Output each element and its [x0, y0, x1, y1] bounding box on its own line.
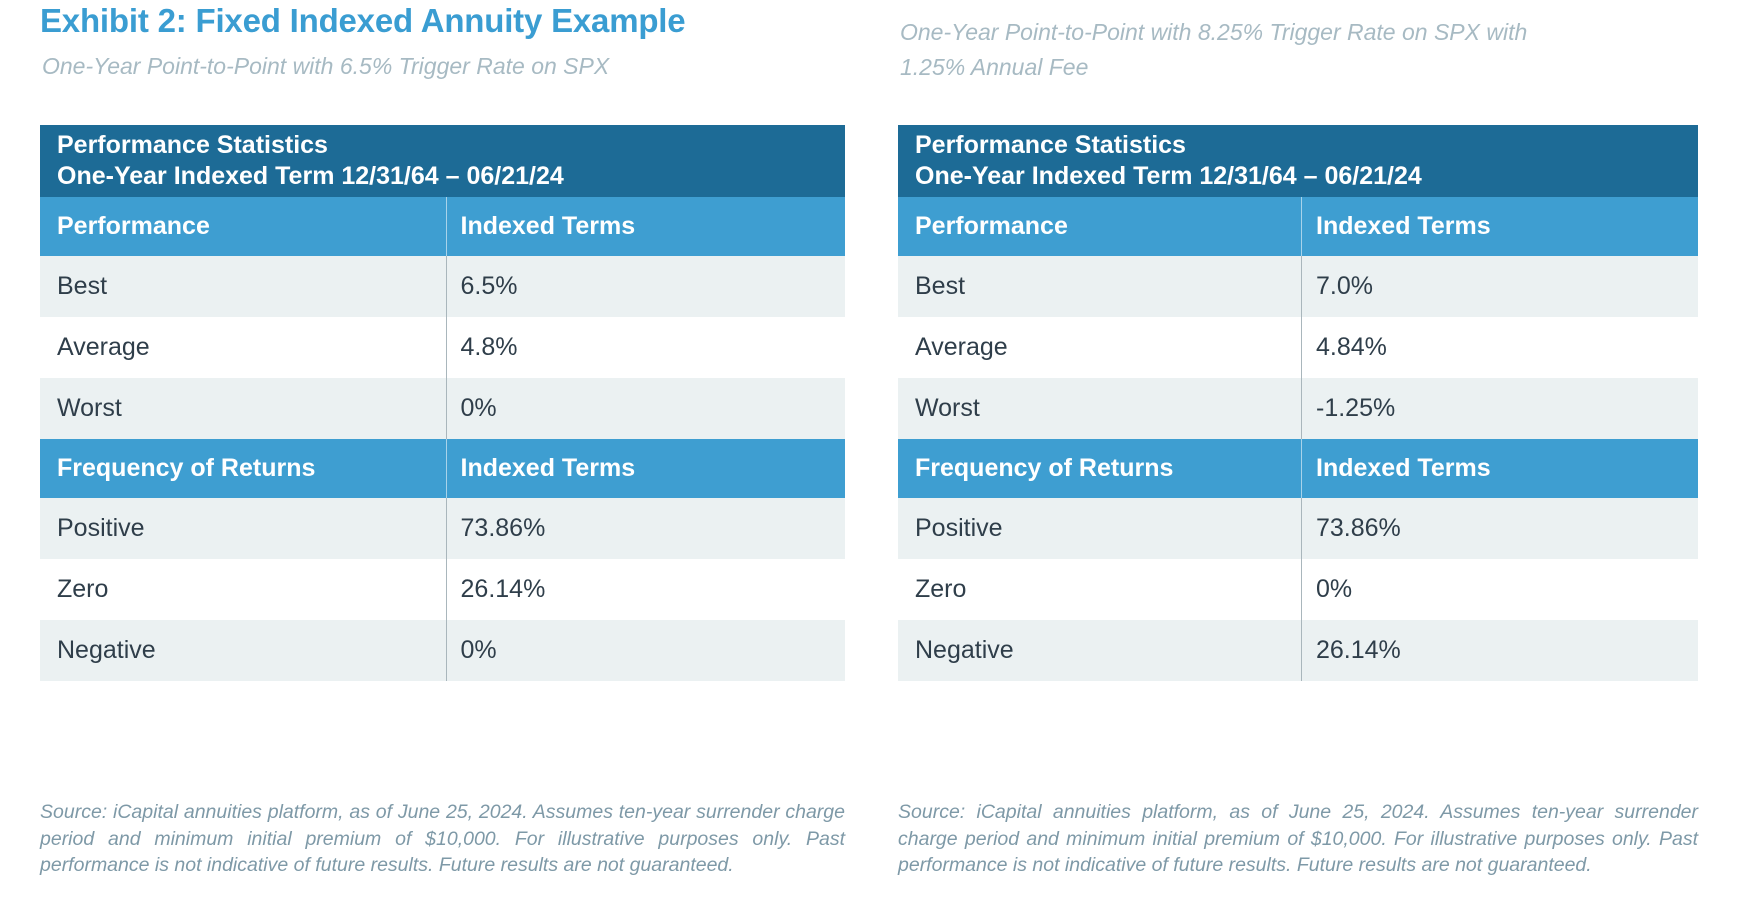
- row-label: Average: [898, 317, 1302, 378]
- section-value-header: Indexed Terms: [1316, 212, 1491, 240]
- row-value: 4.84%: [1316, 333, 1387, 361]
- row-label: Positive: [898, 498, 1302, 559]
- table-row-best: Best 6.5%: [40, 256, 845, 317]
- table-row-positive: Positive 73.86%: [40, 498, 845, 559]
- section-header-frequency: Frequency of Returns Indexed Terms: [40, 439, 845, 498]
- row-value: 73.86%: [460, 514, 546, 542]
- exhibit-title: Exhibit 2: Fixed Indexed Annuity Example: [40, 2, 686, 39]
- row-label: Average: [40, 317, 447, 378]
- panel-left-subtitle: One-Year Point-to-Point with 6.5% Trigge…: [42, 53, 610, 79]
- source-note-right: Source: iCapital annuities platform, as …: [898, 801, 1698, 876]
- row-value: 26.14%: [460, 575, 546, 603]
- table-row-negative: Negative 0%: [40, 620, 845, 681]
- section-value-header: Indexed Terms: [460, 212, 636, 240]
- table-title-line2: One-Year Indexed Term 12/31/64 – 06/21/2…: [57, 162, 564, 190]
- row-label: Best: [40, 256, 447, 317]
- performance-table-right: Performance Statistics One-Year Indexed …: [898, 125, 1698, 681]
- table-title-line1: Performance Statistics: [915, 131, 1186, 159]
- row-label: Worst: [40, 378, 447, 439]
- section-label: Frequency of Returns: [40, 439, 447, 498]
- table-row-positive: Positive 73.86%: [898, 498, 1698, 559]
- section-header-performance: Performance Indexed Terms: [898, 197, 1698, 256]
- table-row-average: Average 4.84%: [898, 317, 1698, 378]
- section-label: Frequency of Returns: [898, 439, 1302, 498]
- row-value: 0%: [460, 636, 497, 664]
- row-value: 4.8%: [460, 333, 518, 361]
- section-header-frequency: Frequency of Returns Indexed Terms: [898, 439, 1698, 498]
- panel-right-subtitle: One-Year Point-to-Point with 8.25% Trigg…: [900, 19, 1528, 80]
- table-row-best: Best 7.0%: [898, 256, 1698, 317]
- row-label: Best: [898, 256, 1302, 317]
- row-label: Zero: [898, 559, 1302, 620]
- table-title-line1: Performance Statistics: [57, 131, 328, 159]
- row-label: Worst: [898, 378, 1302, 439]
- source-note-left: Source: iCapital annuities platform, as …: [40, 801, 845, 876]
- table-title-bar: Performance Statistics One-Year Indexed …: [898, 125, 1698, 197]
- section-value-header: Indexed Terms: [1316, 454, 1491, 482]
- table-row-zero: Zero 0%: [898, 559, 1698, 620]
- row-value: 7.0%: [1316, 272, 1373, 300]
- table-row-average: Average 4.8%: [40, 317, 845, 378]
- row-label: Negative: [40, 620, 447, 681]
- section-label: Performance: [898, 197, 1302, 256]
- row-value: 26.14%: [1316, 636, 1401, 664]
- row-label: Zero: [40, 559, 447, 620]
- row-label: Positive: [40, 498, 447, 559]
- row-label: Negative: [898, 620, 1302, 681]
- table-row-zero: Zero 26.14%: [40, 559, 845, 620]
- row-value: -1.25%: [1316, 394, 1396, 422]
- row-value: 6.5%: [460, 272, 518, 300]
- row-value: 0%: [1316, 575, 1353, 603]
- table-row-negative: Negative 26.14%: [898, 620, 1698, 681]
- table-row-worst: Worst -1.25%: [898, 378, 1698, 439]
- section-header-performance: Performance Indexed Terms: [40, 197, 845, 256]
- table-title-line2: One-Year Indexed Term 12/31/64 – 06/21/2…: [915, 162, 1422, 190]
- section-label: Performance: [40, 197, 447, 256]
- section-value-header: Indexed Terms: [460, 454, 636, 482]
- row-value: 73.86%: [1316, 514, 1401, 542]
- performance-table-left: Performance Statistics One-Year Indexed …: [40, 125, 845, 681]
- row-value: 0%: [460, 394, 497, 422]
- table-row-worst: Worst 0%: [40, 378, 845, 439]
- table-title-bar: Performance Statistics One-Year Indexed …: [40, 125, 845, 197]
